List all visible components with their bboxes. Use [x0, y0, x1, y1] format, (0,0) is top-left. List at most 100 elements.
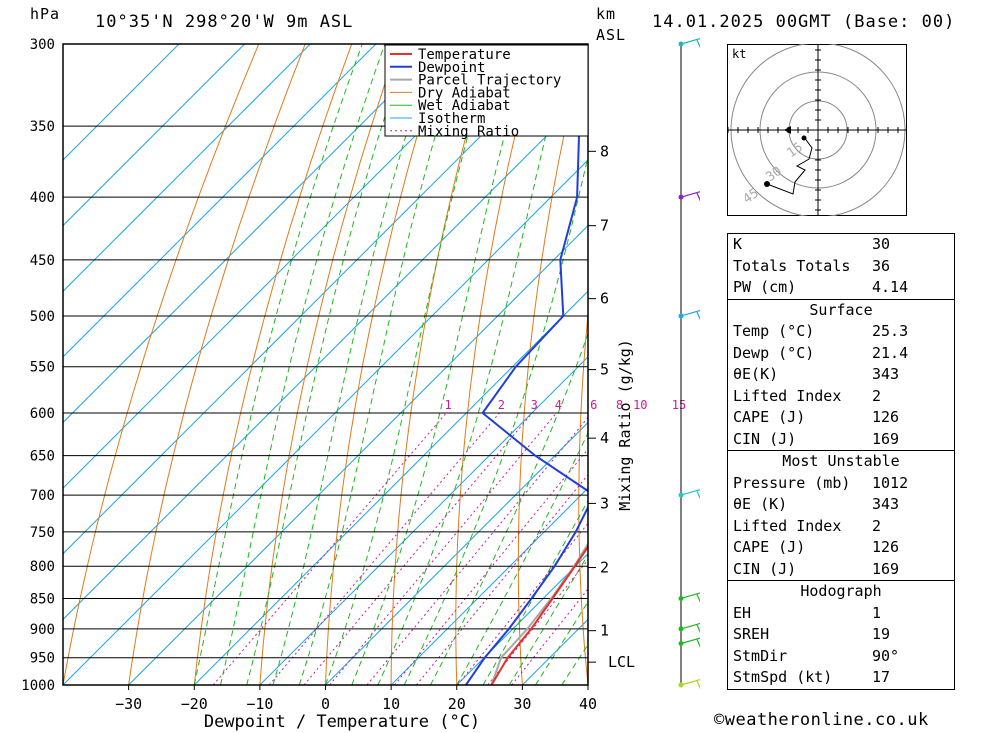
temperature-tick-label: −20 — [181, 695, 208, 713]
surface-key: Dewp (°C) — [733, 343, 815, 362]
hodograph-table-title: Hodograph — [800, 582, 882, 600]
isotherm-line — [63, 93, 588, 621]
surface-value: 169 — [872, 429, 900, 448]
most-unstable-value: 169 — [872, 559, 900, 578]
surface-value: 25.3 — [872, 322, 909, 340]
mixing-ratio-line — [329, 412, 557, 685]
pressure-tick-label: 700 — [30, 488, 55, 504]
km-tick-label: 1 — [600, 622, 609, 640]
hodograph-key: EH — [733, 603, 752, 622]
isotherm-line — [390, 487, 588, 685]
surface-title: Surface — [809, 300, 873, 319]
wet-adiabat-line — [482, 499, 588, 685]
hodo-ring-label-30: 30 — [763, 164, 784, 185]
temperature-profile — [490, 544, 588, 685]
pressure-tick-label: 300 — [30, 37, 55, 53]
mixing-ratio-line — [268, 412, 500, 685]
temperature-tick-label: −30 — [115, 695, 142, 713]
hodograph-key: SREH — [733, 625, 770, 643]
km-tick-label: 4 — [600, 429, 609, 447]
hodograph-row: StmSpd (kt) 17 — [728, 667, 954, 689]
mixing-ratio-label: 8 — [616, 398, 623, 412]
pressure-tick-label: 350 — [30, 119, 55, 135]
legend-label: Parcel Trajectory — [418, 73, 561, 89]
hodo-ring-label-15: 15 — [784, 140, 805, 161]
isotherm-line — [654, 0, 700, 685]
pressure-tick-label: 950 — [30, 651, 55, 667]
dry-adiabat-line — [128, 44, 306, 685]
surface-row: Temp (°C) 25.3 — [728, 321, 954, 343]
credit[interactable]: ©weatheronline.co.uk — [714, 710, 929, 730]
surface-key: θE(K) — [733, 365, 779, 383]
surface-value: 343 — [872, 365, 900, 383]
dry-adiabat-line — [193, 44, 353, 685]
pressure-tick-label: 550 — [30, 360, 55, 376]
wet-adiabat-line — [325, 44, 495, 685]
hodograph-row: SREH 19 — [728, 624, 954, 646]
wet-adiabat-line — [298, 44, 463, 685]
hodograph-value: 90° — [872, 646, 900, 665]
pressure-tick-label: 500 — [30, 309, 55, 325]
hodograph-value: 17 — [872, 668, 891, 686]
dewpoint-profile — [465, 115, 588, 685]
isotherm-line — [259, 356, 588, 685]
surface-key: Lifted Index — [733, 386, 842, 405]
temperature-tick-label: 30 — [513, 695, 531, 713]
hodograph-row: StmDir 90° — [728, 646, 954, 668]
mixing-ratio-label: 3 — [531, 398, 538, 412]
temperature-tick-label: 40 — [579, 695, 597, 713]
surface-section: Surface Temp (°C) 25.3 Dewp (°C) 21.4 θE(K) 3… — [728, 298, 954, 451]
mixing-ratio-line — [511, 588, 588, 685]
surface-value: 126 — [872, 408, 900, 426]
temperature-tick-label: 0 — [321, 695, 330, 713]
isotherm-line — [63, 44, 180, 161]
surface-row: θE(K) 343 — [728, 364, 954, 386]
wind-barb — [680, 592, 700, 603]
mixing-ratio-line — [366, 416, 588, 685]
temperature-tick-label: 20 — [448, 695, 466, 713]
index-row-k: K 30 — [733, 235, 891, 253]
isotherm-line — [63, 44, 311, 292]
hodograph: kt 15 30 45 — [727, 44, 907, 216]
x-axis-title: Dewpoint / Temperature (°C) — [204, 712, 480, 732]
mixing-ratio-label: 2 — [498, 398, 505, 412]
index-row-pw: PW (cm) 4.14 — [733, 278, 909, 296]
storm-motion-icon — [784, 126, 791, 134]
most-unstable-value: 343 — [872, 495, 900, 513]
pressure-tick-label: 1000 — [21, 678, 55, 694]
most-unstable-row: Pressure (mb) 1012 — [728, 473, 954, 495]
hodo-point-end — [764, 181, 770, 187]
isotherm-line — [63, 44, 246, 227]
mixing-ratio-label: 10 — [633, 398, 647, 412]
legend-label: Dewpoint — [418, 60, 485, 76]
wet-adiabat-line — [272, 44, 435, 685]
hpa-label: hPa — [30, 5, 61, 23]
most-unstable-row: θE (K) 343 — [728, 494, 954, 516]
most-unstable-value: 1012 — [872, 473, 909, 492]
hodograph-key: StmDir — [733, 646, 788, 665]
most-unstable-key: Pressure (mb) — [733, 473, 851, 492]
surface-key: CAPE (J) — [733, 408, 806, 426]
surface-value: 2 — [872, 386, 882, 405]
wind-barb — [680, 191, 700, 202]
surface-row: CIN (J) 169 — [728, 429, 954, 451]
mixing-ratio-label: 15 — [672, 398, 686, 412]
km-tick-label: 3 — [600, 494, 609, 512]
surface-row: Dewp (°C) 21.4 — [728, 343, 954, 365]
hodograph-section: Hodograph EH 1 SREH 19 StmDir 90° StmSpd (kt) 1… — [728, 580, 954, 689]
surface-row: Lifted Index 2 — [728, 386, 954, 408]
wet-adiabat-line — [246, 44, 410, 685]
pressure-tick-label: 900 — [30, 622, 55, 638]
most-unstable-key: θE (K) — [733, 495, 788, 513]
surface-row: CAPE (J) 126 — [728, 407, 954, 429]
skew-t-chart: 12346810152025 3003504004505005506006507… — [21, 0, 700, 732]
isotherm-line — [325, 421, 588, 685]
hodograph-unit: kt — [732, 47, 746, 61]
wind-barb — [680, 309, 700, 321]
location-title: 10°35'N 298°20'W 9m ASL — [95, 12, 354, 32]
hodograph-key: StmSpd (kt) — [733, 668, 833, 686]
surface-key: Temp (°C) — [733, 322, 815, 340]
indices-table: K 30 Totals Totals 36 PW (cm) 4.14 Surface … — [727, 233, 955, 690]
mixing-ratio-line — [416, 473, 588, 685]
